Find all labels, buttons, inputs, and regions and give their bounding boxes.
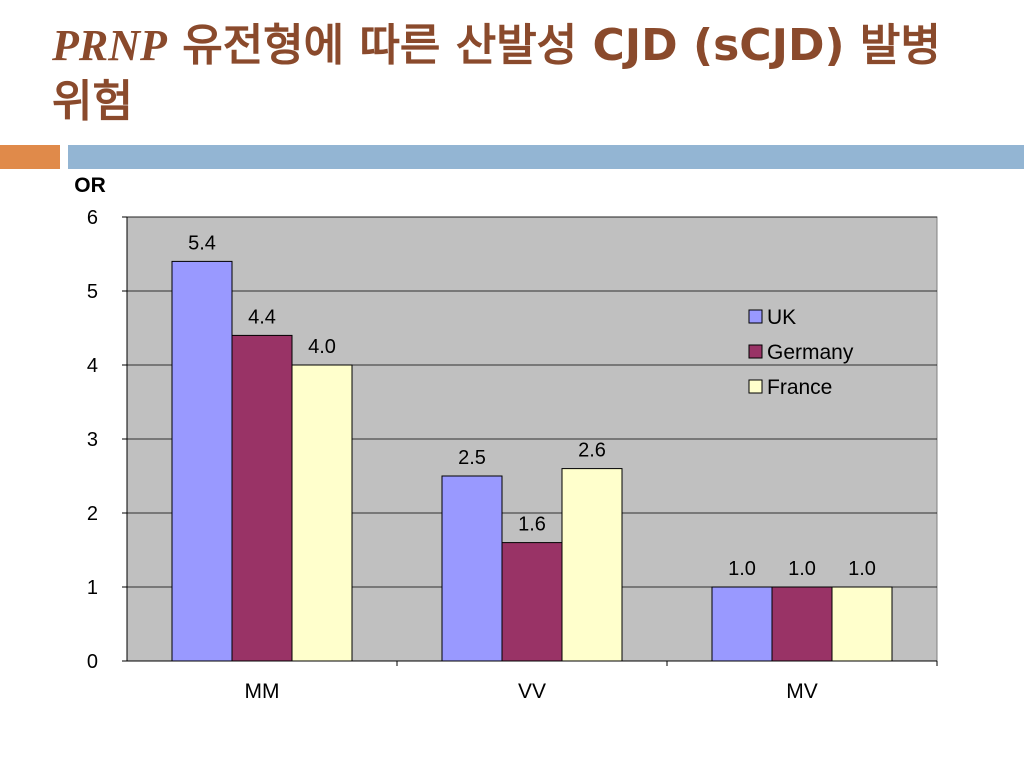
bar — [561, 468, 623, 662]
legend-swatch — [748, 309, 763, 324]
data-label: 2.5 — [458, 447, 486, 469]
x-tick-label: VV — [518, 680, 546, 703]
data-label: 1.0 — [788, 558, 816, 580]
y-tick-label: 4 — [87, 355, 98, 377]
data-label: 4.0 — [308, 336, 336, 358]
y-tick-label: 3 — [87, 429, 98, 451]
bar — [441, 475, 503, 662]
legend-swatch — [748, 344, 763, 359]
bar — [171, 260, 233, 662]
data-label: 1.0 — [728, 558, 756, 580]
or-bar-chart: 0 1 2 3 4 5 6 OR MM VV MV 5.4 2.5 1.0 4.4 1.6 1.0 4.0 2.6 1… — [74, 174, 938, 703]
x-tick-label: MM — [245, 680, 280, 703]
bar — [771, 586, 833, 662]
legend-label: UK — [767, 306, 796, 329]
data-label: 4.4 — [248, 306, 276, 328]
data-label: 2.6 — [578, 440, 606, 462]
data-label: 1.6 — [518, 514, 546, 536]
y-tick-label: 2 — [87, 503, 98, 525]
accent-bar-orange — [0, 145, 60, 169]
y-tick-label: 1 — [87, 577, 98, 599]
title-text: 유전형에 따른 산발성 CJD (sCJD) 발병 위험 — [52, 20, 941, 127]
legend-swatch — [748, 379, 763, 394]
title-gene-name: PRNP — [52, 21, 167, 70]
bar — [711, 586, 773, 662]
data-label: 5.4 — [188, 232, 216, 254]
data-label: 1.0 — [848, 558, 876, 580]
bar — [501, 542, 563, 662]
bar — [831, 586, 893, 662]
bar — [231, 334, 293, 662]
x-tick-label: MV — [786, 680, 818, 703]
bar — [291, 364, 353, 662]
y-tick-label: 6 — [87, 207, 98, 229]
y-tick-label: 0 — [87, 651, 98, 673]
legend-label: France — [767, 376, 832, 399]
legend-label: Germany — [767, 341, 854, 364]
slide-title: PRNP 유전형에 따른 산발성 CJD (sCJD) 발병 위험 — [52, 18, 982, 130]
y-tick-label: 5 — [87, 281, 98, 303]
accent-bar-blue — [68, 145, 1024, 169]
y-axis-label: OR — [74, 174, 106, 197]
